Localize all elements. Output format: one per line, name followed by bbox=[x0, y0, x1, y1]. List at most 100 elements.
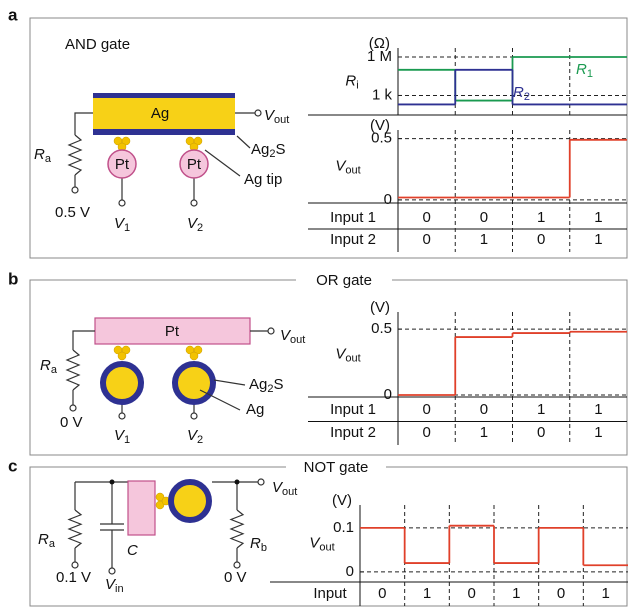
table-cell: 1 bbox=[480, 424, 488, 441]
row-label: Input bbox=[313, 585, 347, 602]
label-tail: S bbox=[273, 376, 283, 393]
y-axis-label: Vout bbox=[309, 534, 334, 553]
tip-label: Pt bbox=[115, 156, 130, 173]
label-main: R bbox=[38, 531, 49, 548]
label-sub: out bbox=[345, 164, 360, 176]
electrode-label: Ag bbox=[151, 105, 169, 122]
table-cell: 1 bbox=[512, 585, 520, 602]
label-sub: 1 bbox=[124, 434, 130, 446]
label-sub: out bbox=[345, 352, 360, 364]
figure: a b c AND gate OR gate NOT gate Ag Pt Pt… bbox=[0, 0, 633, 608]
bias-label: 0 V bbox=[60, 414, 83, 431]
table-cell: 0 bbox=[480, 401, 488, 418]
label-sub: 1 bbox=[587, 68, 593, 80]
table-cell: 1 bbox=[480, 231, 488, 248]
y-tick-label: 0 bbox=[384, 191, 392, 208]
y-tick-label: 0.1 bbox=[333, 519, 354, 536]
label-tail: S bbox=[275, 141, 285, 158]
and-schematic: Ag bbox=[69, 93, 261, 206]
ground-label: 0 V bbox=[224, 569, 247, 586]
panel-letter: c bbox=[8, 456, 17, 475]
label-main: R bbox=[513, 84, 524, 101]
not-schematic bbox=[69, 479, 264, 574]
unit-label: (V) bbox=[332, 492, 352, 509]
sulfide-label: Ag2S bbox=[251, 141, 286, 160]
y-tick-label: 0 bbox=[384, 386, 392, 403]
table-cell: 0 bbox=[422, 401, 430, 418]
legend-label: R2 bbox=[513, 84, 530, 103]
label-sub: 2 bbox=[197, 222, 203, 234]
resistor-label: Ra bbox=[40, 357, 58, 376]
sulfide-label: Ag2S bbox=[249, 376, 284, 395]
panel-title: AND gate bbox=[65, 36, 130, 53]
electrode-label: Pt bbox=[165, 323, 180, 340]
row-label: Input 1 bbox=[330, 401, 376, 418]
panel-letter: b bbox=[8, 269, 18, 288]
table-cell: 1 bbox=[594, 231, 602, 248]
input-label: V2 bbox=[187, 215, 203, 234]
y-axis-label: Vout bbox=[335, 345, 360, 364]
table-cell: 0 bbox=[422, 209, 430, 226]
label-sub: in bbox=[115, 583, 124, 595]
label-main: R bbox=[34, 146, 45, 163]
table-cell: 0 bbox=[378, 585, 386, 602]
table-cell: 1 bbox=[594, 424, 602, 441]
label-sub: out bbox=[282, 486, 297, 498]
table-cell: 0 bbox=[480, 209, 488, 226]
table-cell: 1 bbox=[537, 209, 545, 226]
table-cell: 0 bbox=[557, 585, 565, 602]
bias-label: 0.5 V bbox=[55, 204, 90, 221]
label-sub: a bbox=[49, 538, 56, 550]
legend-label: R1 bbox=[576, 61, 593, 80]
bias-label: 0.1 V bbox=[56, 569, 91, 586]
table-cell: 1 bbox=[537, 401, 545, 418]
table-cell: 0 bbox=[537, 231, 545, 248]
label-sub: a bbox=[45, 153, 52, 165]
label-sub: i bbox=[356, 79, 358, 91]
label-main: R bbox=[576, 61, 587, 78]
y-axis-label: Ri bbox=[345, 72, 358, 91]
unit-label: (V) bbox=[370, 117, 390, 134]
resistor-label: Ra bbox=[34, 146, 52, 165]
row-label: Input 2 bbox=[330, 424, 376, 441]
y-axis-label: Vout bbox=[335, 157, 360, 176]
table-cell: 0 bbox=[422, 424, 430, 441]
table-cell: 1 bbox=[423, 585, 431, 602]
y-tick-label: 0 bbox=[346, 563, 354, 580]
input-label: Vin bbox=[105, 576, 124, 595]
label-sub: out bbox=[274, 114, 289, 126]
label-main: R bbox=[40, 357, 51, 374]
output-label: Vout bbox=[280, 327, 305, 346]
label-main: Ag bbox=[249, 376, 267, 393]
row-label: Input 1 bbox=[330, 209, 376, 226]
table-cell: 0 bbox=[467, 585, 475, 602]
output-label: Vout bbox=[264, 107, 289, 126]
y-tick-label: 0.5 bbox=[371, 320, 392, 337]
label-sub: 2 bbox=[524, 91, 530, 103]
tip-label: Pt bbox=[187, 156, 202, 173]
capacitor-label: C bbox=[127, 542, 138, 559]
panel-letter: a bbox=[8, 5, 18, 24]
label-main: R bbox=[345, 72, 356, 89]
row-label: Input 2 bbox=[330, 231, 376, 248]
table-cell: 0 bbox=[422, 231, 430, 248]
table-cell: 1 bbox=[594, 401, 602, 418]
core-label: Ag bbox=[246, 401, 264, 418]
label-sub: a bbox=[51, 364, 58, 376]
tip-annotation: Ag tip bbox=[244, 171, 282, 188]
input-label: V1 bbox=[114, 427, 130, 446]
label-sub: 2 bbox=[197, 434, 203, 446]
output-label: Vout bbox=[272, 479, 297, 498]
unit-label: (Ω) bbox=[369, 35, 390, 52]
label-sub: 1 bbox=[124, 222, 130, 234]
label-main: R bbox=[250, 535, 261, 552]
panel-title: NOT gate bbox=[304, 459, 369, 476]
input-label: V1 bbox=[114, 215, 130, 234]
load-label: Rb bbox=[250, 535, 267, 554]
y-tick-label: 1 k bbox=[372, 86, 393, 103]
unit-label: (V) bbox=[370, 299, 390, 316]
label-sub: b bbox=[261, 542, 267, 554]
input-label: V2 bbox=[187, 427, 203, 446]
table-cell: 1 bbox=[601, 585, 609, 602]
label-sub: out bbox=[319, 541, 334, 553]
